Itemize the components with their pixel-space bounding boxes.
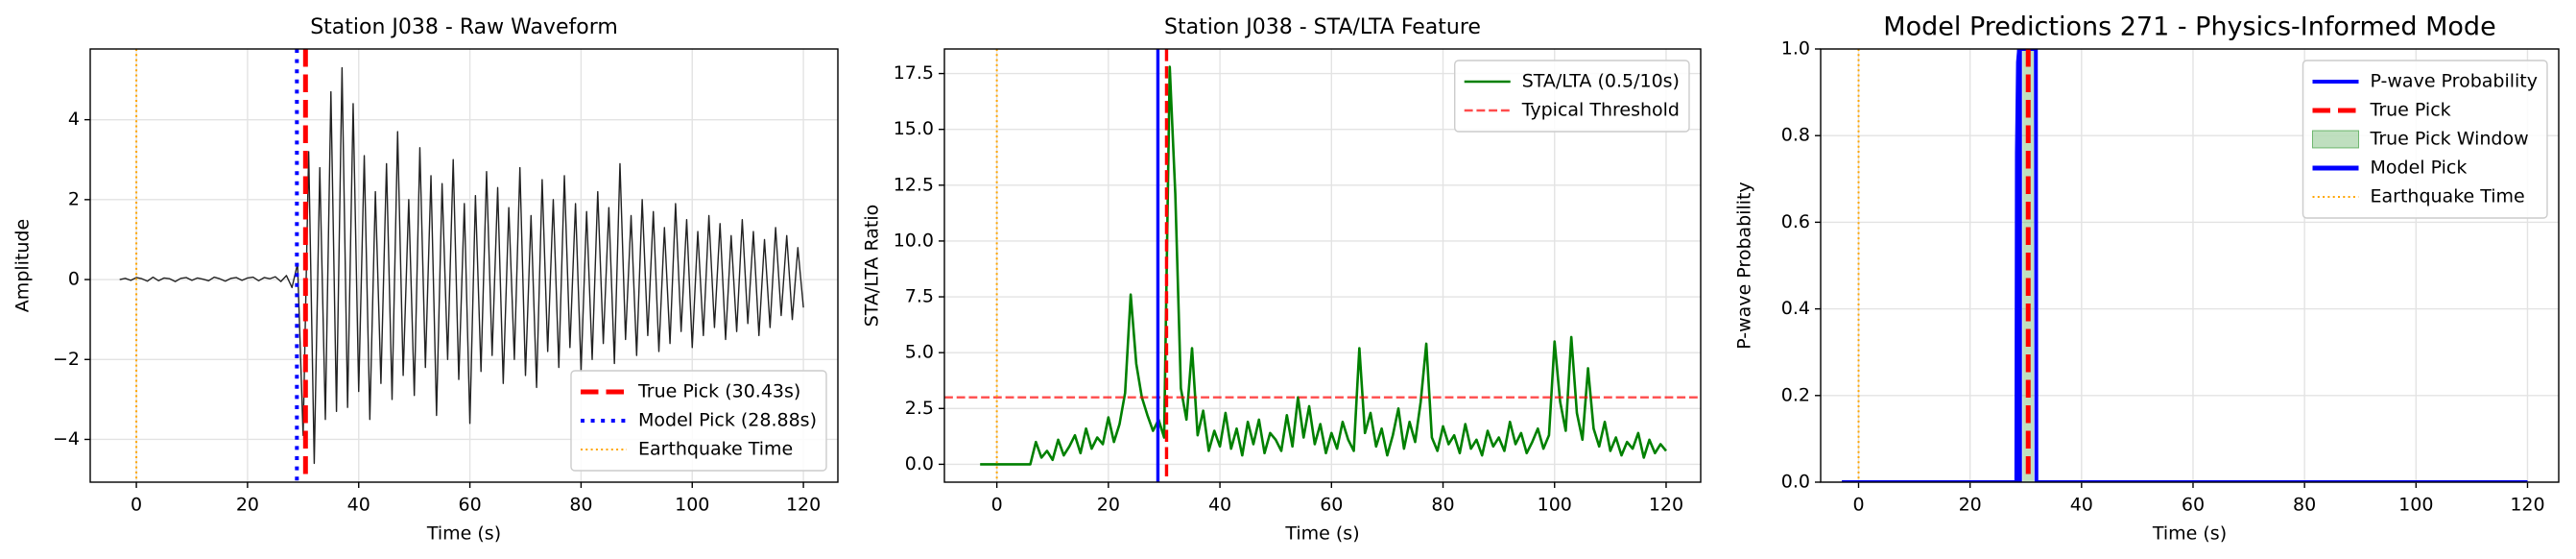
x-tick-label: 40 <box>347 495 370 516</box>
axes-frame <box>943 48 1702 483</box>
x-tick-label: 20 <box>236 495 259 516</box>
y-tick-label: 0.0 <box>905 453 934 474</box>
x-tick-label: 100 <box>1538 495 1572 516</box>
chart-title: Station J038 - STA/LTA Feature <box>1164 15 1481 39</box>
panel: 0 20 40 60 80 100 120 −4 −2 0 2 4 Station J038 - Raw… <box>12 15 839 545</box>
y-tick-label: 15.0 <box>894 118 934 139</box>
y-axis-label: Amplitude <box>12 219 34 312</box>
legend: True Pick (30.43s) Model Pick (28.88s) Ear… <box>570 370 827 472</box>
y-tick-label: 2 <box>68 188 80 209</box>
axes-frame <box>1820 48 2560 483</box>
legend-swatch <box>2312 130 2359 149</box>
legend-label: Earthquake Time <box>2371 186 2525 207</box>
x-tick-label: 100 <box>675 495 709 516</box>
plot-area <box>944 49 1701 482</box>
y-tick-label: 4 <box>68 109 80 130</box>
legend-box <box>2302 60 2548 219</box>
x-tick-label: 120 <box>786 495 821 516</box>
data-line <box>119 66 804 465</box>
x-tick-label: 100 <box>2398 495 2433 516</box>
legend: STA/LTA (0.5/10s) Typical Threshold <box>1454 60 1690 133</box>
y-tick-label: 0.6 <box>1781 211 1810 232</box>
legend-label: True Pick (30.43s) <box>637 381 800 402</box>
x-tick-label: 0 <box>1852 495 1864 516</box>
x-tick-label: 60 <box>2182 495 2205 516</box>
x-axis-label: Time (s) <box>1284 523 1359 545</box>
y-tick-label: 0.0 <box>1781 472 1810 493</box>
x-tick-label: 0 <box>991 495 1003 516</box>
chart-title: Station J038 - Raw Waveform <box>310 15 618 39</box>
y-tick-label: −2 <box>53 349 80 370</box>
y-tick-label: −4 <box>53 428 80 450</box>
x-tick-label: 20 <box>1097 495 1120 516</box>
data-line <box>980 65 1667 466</box>
x-axis-label: Time (s) <box>426 523 501 545</box>
y-tick-label: 10.0 <box>894 230 934 251</box>
x-tick-label: 40 <box>1208 495 1231 516</box>
x-tick-label: 40 <box>2070 495 2093 516</box>
y-tick-label: 1.0 <box>1781 38 1810 60</box>
x-axis-label: Time (s) <box>2152 523 2227 545</box>
x-tick-label: 20 <box>1959 495 1982 516</box>
legend-box <box>1454 60 1690 133</box>
x-tick-label: 120 <box>2510 495 2544 516</box>
legend-label: True Pick <box>2370 100 2451 121</box>
legend: P-wave Probability True Pick True Pick Win… <box>2302 60 2548 219</box>
x-tick-label: 60 <box>458 495 481 516</box>
x-tick-label: 80 <box>1431 495 1454 516</box>
x-tick-label: 0 <box>131 495 142 516</box>
legend-label: STA/LTA (0.5/10s) <box>1522 71 1680 92</box>
y-tick-label: 17.5 <box>894 62 934 84</box>
x-tick-label: 60 <box>1320 495 1343 516</box>
y-tick-label: 0 <box>68 269 80 290</box>
y-tick-label: 0.4 <box>1781 298 1810 319</box>
legend-label: Model Pick (28.88s) <box>638 410 817 431</box>
legend-label: Typical Threshold <box>1521 100 1680 121</box>
legend-label: P-wave Probability <box>2371 71 2539 92</box>
y-axis-label: STA/LTA Ratio <box>862 205 883 328</box>
chart-title: Model Predictions 271 - Physics-Informed… <box>1883 12 2495 42</box>
y-axis-label: P-wave Probability <box>1734 182 1755 350</box>
y-tick-label: 12.5 <box>894 174 934 195</box>
plot-area <box>1842 49 2528 482</box>
axes-frame <box>89 48 839 483</box>
y-tick-label: 5.0 <box>905 342 934 363</box>
data-line <box>1842 49 2528 482</box>
y-tick-label: 0.8 <box>1781 125 1810 146</box>
panel: 0 20 40 60 80 100 120 0.0 2.5 5.0 7.5 10.0 12.5 15.0 1… <box>862 15 1702 545</box>
y-tick-label: 0.2 <box>1781 384 1810 405</box>
x-tick-label: 80 <box>2293 495 2316 516</box>
plot-area <box>119 49 804 482</box>
legend-box <box>570 370 827 472</box>
x-tick-label: 120 <box>1649 495 1683 516</box>
legend-label: Earthquake Time <box>638 439 793 460</box>
x-tick-label: 80 <box>569 495 592 516</box>
legend-label: True Pick Window <box>2370 129 2529 150</box>
panel: 0 20 40 60 80 100 120 0.0 0.2 0.4 0.6 0.8 1.0 Model P… <box>1734 12 2560 545</box>
y-tick-label: 7.5 <box>905 286 934 307</box>
y-tick-label: 2.5 <box>905 398 934 419</box>
legend-label: Model Pick <box>2371 158 2468 179</box>
